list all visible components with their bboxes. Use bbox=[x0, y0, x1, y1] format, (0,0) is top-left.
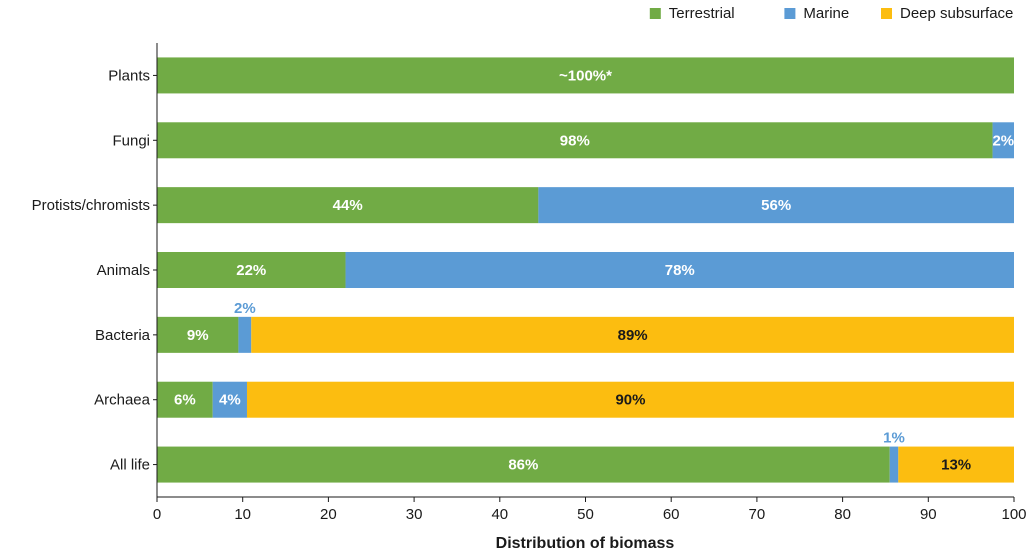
bar-all-life-marine bbox=[889, 446, 899, 483]
data-label-protists-chromists-marine: 56% bbox=[761, 197, 791, 214]
bar-fungi-marine bbox=[992, 122, 1014, 159]
data-label-all-life-marine: 1% bbox=[883, 430, 905, 447]
category-label-animals: Animals bbox=[97, 262, 150, 279]
bar-animals-marine bbox=[345, 252, 1014, 288]
x-tick-label: 90 bbox=[920, 506, 937, 523]
x-tick-label: 60 bbox=[663, 506, 680, 523]
x-axis-title: Distribution of biomass bbox=[496, 535, 675, 552]
data-label-all-life-terrestrial: 86% bbox=[508, 457, 538, 474]
bars-layer bbox=[157, 57, 1015, 483]
legend-swatch-deep-subsurface bbox=[881, 8, 892, 19]
legend-label-terrestrial: Terrestrial bbox=[669, 5, 735, 22]
data-label-fungi-terrestrial: 98% bbox=[560, 132, 590, 149]
data-label-fungi-marine: 2% bbox=[992, 132, 1014, 149]
x-tick-label: 30 bbox=[406, 506, 423, 523]
x-tick-label: 20 bbox=[320, 506, 337, 523]
bar-bacteria-terrestrial bbox=[157, 316, 239, 353]
category-label-fungi: Fungi bbox=[112, 132, 150, 149]
data-label-all-life-deep-subsurface: 13% bbox=[941, 457, 971, 474]
legend-label-deep-subsurface: Deep subsurface bbox=[900, 5, 1013, 22]
category-label-bacteria: Bacteria bbox=[95, 327, 151, 344]
legend-label-marine: Marine bbox=[803, 5, 849, 22]
x-axis: 0 10 20 30 40 50 60 70 80 90 100 bbox=[153, 496, 1027, 523]
bar-protists-chromists-terrestrial bbox=[157, 187, 539, 224]
x-tick-label: 40 bbox=[491, 506, 508, 523]
bar-protists-chromists-marine bbox=[538, 187, 1014, 224]
data-label-plants-terrestrial: ~100%* bbox=[559, 67, 612, 84]
category-label-plants: Plants bbox=[108, 67, 150, 84]
bar-animals-terrestrial bbox=[157, 252, 346, 288]
data-label-bacteria-marine: 2% bbox=[234, 300, 256, 317]
bar-all-life-terrestrial bbox=[157, 446, 890, 483]
x-tick-label: 0 bbox=[153, 506, 161, 523]
bar-archaea-terrestrial bbox=[157, 381, 213, 418]
x-tick-label: 100 bbox=[1001, 506, 1026, 523]
data-label-bacteria-terrestrial: 9% bbox=[187, 327, 209, 344]
x-tick-label: 80 bbox=[834, 506, 851, 523]
data-label-protists-chromists-terrestrial: 44% bbox=[333, 197, 363, 214]
bar-archaea-marine bbox=[212, 381, 247, 418]
y-axis: Plants Fungi Protists/chromists Animals Bact… bbox=[32, 43, 158, 497]
data-label-animals-terrestrial: 22% bbox=[236, 262, 266, 279]
legend-swatch-marine bbox=[784, 8, 796, 19]
x-tick-label: 50 bbox=[577, 506, 594, 523]
bar-bacteria-marine bbox=[238, 316, 252, 353]
data-label-archaea-marine: 4% bbox=[219, 392, 241, 409]
data-label-bacteria-deep-subsurface: 89% bbox=[618, 327, 648, 344]
category-label-all-life: All life bbox=[110, 457, 150, 474]
bar-bacteria-deep-subsurface bbox=[251, 316, 1014, 353]
x-tick-label: 70 bbox=[749, 506, 766, 523]
bar-plants-terrestrial bbox=[157, 57, 1014, 94]
data-label-archaea-deep-subsurface: 90% bbox=[615, 392, 645, 409]
bar-fungi-terrestrial bbox=[157, 122, 993, 159]
x-tick-label: 10 bbox=[234, 506, 251, 523]
data-labels-layer: ~100%* 98% 2% 44% 56% 22% 78% 9% 2% 89% 6% 4% 90% 86%… bbox=[174, 67, 1014, 473]
legend: Terrestrial Marine Deep subsurface bbox=[649, 5, 1013, 22]
category-label-archaea: Archaea bbox=[94, 392, 151, 409]
data-label-animals-marine: 78% bbox=[665, 262, 695, 279]
data-label-archaea-terrestrial: 6% bbox=[174, 392, 196, 409]
legend-swatch-terrestrial bbox=[649, 8, 661, 19]
bar-all-life-deep-subsurface bbox=[898, 446, 1014, 483]
category-label-protists-chromists: Protists/chromists bbox=[32, 197, 150, 214]
bar-archaea-deep-subsurface bbox=[246, 381, 1015, 418]
